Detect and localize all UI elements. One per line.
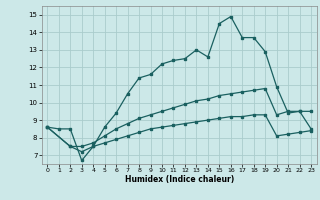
X-axis label: Humidex (Indice chaleur): Humidex (Indice chaleur)	[124, 175, 234, 184]
